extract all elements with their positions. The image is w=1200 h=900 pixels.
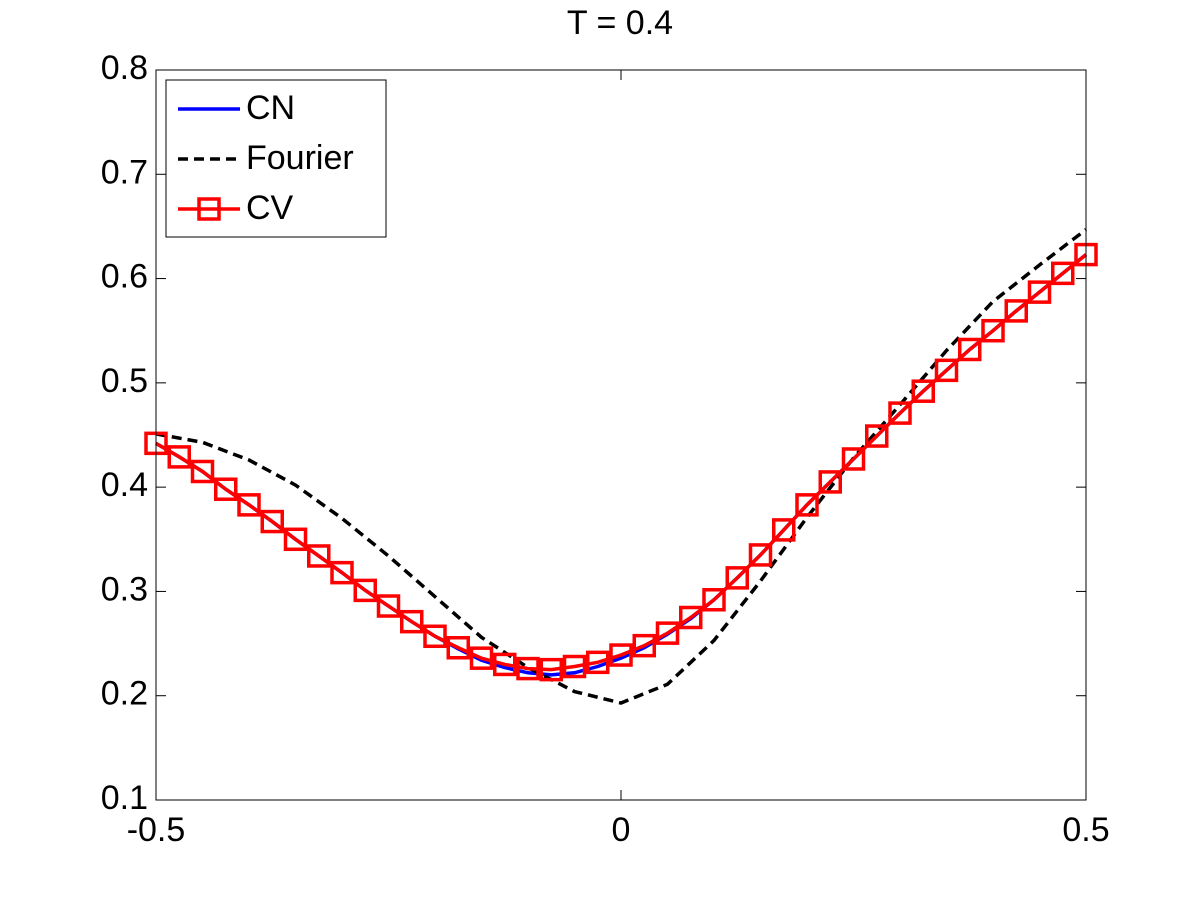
marker xyxy=(330,560,354,585)
marker xyxy=(655,621,680,645)
marker xyxy=(493,652,517,677)
y-tick-label: 0.7 xyxy=(101,153,148,191)
marker xyxy=(237,493,261,517)
marker xyxy=(958,337,982,362)
marker xyxy=(795,493,819,517)
y-tick-label: 0.1 xyxy=(101,779,148,817)
marker xyxy=(1004,299,1028,323)
marker xyxy=(772,518,796,542)
legend: CN Fourier CV xyxy=(165,79,387,238)
series-line xyxy=(155,228,1088,705)
marker xyxy=(539,657,563,682)
chart-title: T = 0.4 xyxy=(567,4,673,42)
y-tick-label: 0.8 xyxy=(101,49,148,87)
marker xyxy=(214,477,238,501)
marker xyxy=(841,447,866,471)
marker xyxy=(865,424,889,448)
legend-marker xyxy=(197,197,221,221)
marker xyxy=(1027,280,1052,304)
marker xyxy=(818,470,842,494)
marker xyxy=(260,509,284,534)
marker xyxy=(353,578,377,603)
marker xyxy=(748,543,773,567)
x-tick-label: 0.5 xyxy=(1062,811,1109,849)
marker xyxy=(446,635,470,660)
marker xyxy=(725,566,749,590)
legend-label: Fourier xyxy=(246,139,354,177)
marker xyxy=(679,605,703,630)
y-tick-label: 0.6 xyxy=(101,258,148,296)
marker xyxy=(423,624,447,649)
marker xyxy=(516,656,540,681)
y-tick-label: 0.4 xyxy=(101,466,148,504)
marker xyxy=(283,527,308,552)
marker xyxy=(702,588,726,612)
x-tick-label: -0.5 xyxy=(127,811,186,849)
y-tick-label: 0.5 xyxy=(101,362,148,400)
legend-label: CV xyxy=(246,189,294,227)
marker xyxy=(609,643,633,667)
marker xyxy=(981,318,1005,343)
marker xyxy=(562,654,587,679)
marker xyxy=(586,650,610,675)
marker xyxy=(400,609,424,634)
y-tick-label: 0.3 xyxy=(101,570,148,608)
marker xyxy=(1051,261,1075,286)
y-tick-label: 0.2 xyxy=(101,675,148,713)
marker xyxy=(307,544,331,568)
series-line xyxy=(155,253,1088,672)
legend-label: CN xyxy=(246,89,295,127)
marker xyxy=(934,358,959,383)
marker xyxy=(469,646,494,670)
marker xyxy=(190,459,215,484)
marker xyxy=(911,379,935,403)
marker xyxy=(888,401,912,425)
plot-frame xyxy=(155,69,1087,801)
marker xyxy=(632,633,656,658)
marker xyxy=(167,445,191,469)
marker xyxy=(376,594,401,618)
x-tick-label: 0 xyxy=(612,811,631,849)
